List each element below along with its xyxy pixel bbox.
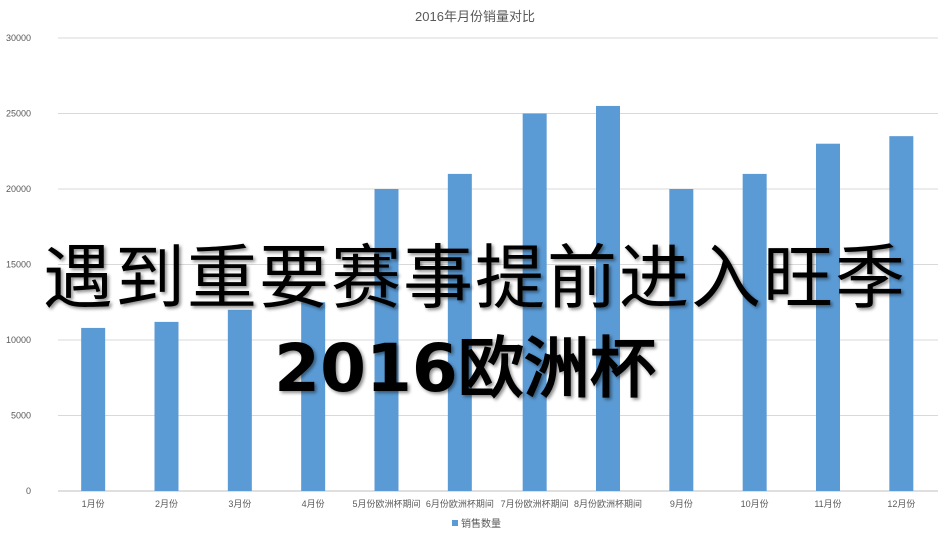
y-tick-label: 20000: [6, 184, 31, 194]
x-tick-label: 10月份: [741, 498, 769, 509]
x-tick-label: 6月份欧洲杯期间: [426, 498, 494, 509]
x-tick-label: 1月份: [82, 498, 105, 509]
x-tick-label: 5月份欧洲杯期间: [352, 498, 420, 509]
legend: 销售数量: [452, 517, 501, 530]
bar: [522, 113, 547, 491]
bar: [81, 327, 106, 491]
bar: [742, 173, 767, 491]
y-tick-label: 30000: [6, 33, 31, 43]
legend-swatch: [452, 520, 458, 526]
chart-title: 2016年月份销量对比: [415, 9, 535, 24]
y-tick-label: 15000: [6, 260, 31, 270]
bar: [669, 189, 694, 491]
y-tick-label: 25000: [6, 109, 31, 119]
x-tick-label: 4月份: [302, 498, 325, 509]
legend-label: 销售数量: [461, 517, 501, 530]
overlay-headline: 遇到重要赛事提前进入旺季: [43, 237, 907, 319]
bar: [447, 173, 472, 491]
y-tick-label: 10000: [6, 335, 31, 345]
x-tick-label: 9月份: [670, 498, 693, 509]
overlay-subheadline: 2016欧洲杯: [274, 330, 656, 407]
bar: [301, 302, 326, 491]
x-tick-label: 2月份: [155, 498, 178, 509]
y-tick-label: 0: [26, 486, 31, 496]
bar: [154, 321, 179, 491]
bar: [374, 189, 399, 491]
x-tick-label: 12月份: [887, 498, 915, 509]
bar: [816, 143, 840, 491]
x-tick-label: 3月份: [228, 498, 251, 509]
x-tick-label: 11月份: [814, 498, 841, 509]
bar: [596, 105, 620, 491]
x-tick-label: 7月份欧洲杯期间: [501, 498, 569, 509]
y-tick-label: 5000: [11, 411, 31, 421]
x-tick-label: 8月份欧洲杯期间: [574, 498, 642, 509]
bar: [227, 309, 252, 491]
bar: [889, 136, 914, 491]
